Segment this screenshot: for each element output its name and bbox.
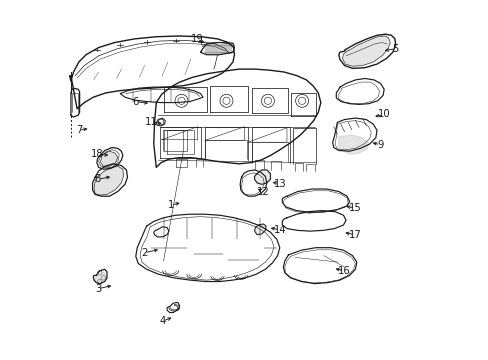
Text: 17: 17 — [348, 230, 361, 240]
Text: 10: 10 — [377, 109, 390, 120]
Text: 11: 11 — [145, 117, 158, 127]
Text: 8: 8 — [94, 174, 101, 184]
Polygon shape — [95, 272, 106, 282]
Polygon shape — [254, 170, 270, 184]
Text: 16: 16 — [338, 266, 350, 276]
Text: 15: 15 — [348, 203, 361, 213]
Text: 12: 12 — [256, 186, 269, 197]
Text: 14: 14 — [273, 225, 285, 235]
Polygon shape — [101, 151, 118, 166]
Polygon shape — [338, 135, 368, 154]
Text: 2: 2 — [141, 248, 147, 258]
Text: 1: 1 — [167, 200, 174, 210]
Text: 6: 6 — [132, 96, 139, 107]
Text: 18: 18 — [91, 149, 104, 159]
Text: 4: 4 — [159, 316, 165, 326]
Text: 5: 5 — [392, 44, 398, 54]
Text: 19: 19 — [190, 34, 203, 44]
Polygon shape — [94, 166, 123, 195]
Text: 3: 3 — [95, 284, 101, 294]
Polygon shape — [342, 36, 389, 66]
Text: 13: 13 — [273, 179, 285, 189]
Text: 9: 9 — [377, 140, 383, 150]
Polygon shape — [254, 224, 265, 235]
Text: 7: 7 — [76, 125, 82, 135]
